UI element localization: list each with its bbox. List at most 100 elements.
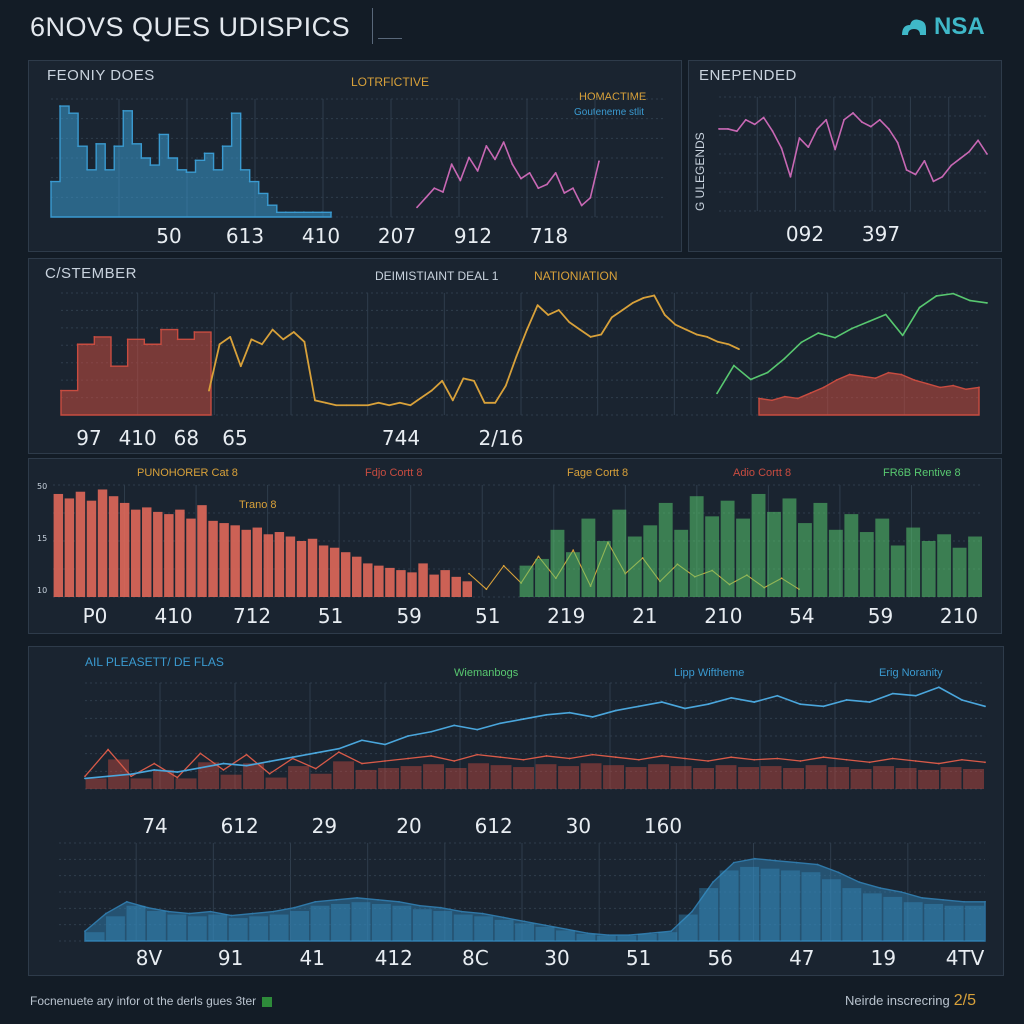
series-erig-spikes-bar — [290, 911, 309, 941]
legend-fdjo: Fdjo Cortt 8 — [365, 467, 423, 479]
series-erig-point — [460, 910, 463, 913]
x-tick: 160 — [644, 814, 682, 838]
x-tick: 41 — [299, 946, 324, 970]
series-cstember-right-area-point — [848, 373, 851, 376]
series-wiemanbogs-point — [914, 760, 917, 762]
series-cstember-amber-point — [727, 343, 730, 346]
series-cstember-amber-point — [716, 340, 719, 343]
series-enepended-point — [780, 147, 783, 150]
series-wiemanbogs-point — [591, 753, 594, 756]
series-erig-point — [607, 934, 610, 937]
series-wiemanbogs-area-bar — [220, 774, 242, 789]
series-fr6b-bar — [720, 500, 735, 597]
series-gouteneme-point — [502, 141, 505, 144]
series-erig-point — [565, 928, 568, 931]
series-fr6b-bar — [844, 514, 859, 597]
series-cstember-amber-point — [398, 401, 401, 404]
brand-logo[interactable]: NSA — [898, 12, 985, 42]
series-fr6b-bar — [751, 493, 766, 597]
x-tick: 210 — [940, 604, 978, 628]
series-erig-spikes-bar — [678, 914, 698, 941]
page-indicator: 2/5 — [953, 992, 977, 1009]
series-wiemanbogs-area-bar — [153, 769, 174, 789]
series-wiemanbogs-area-bar — [918, 769, 939, 789]
series-erig-point — [502, 916, 505, 919]
brand-name: NSA — [934, 13, 985, 40]
series-fr6b-bar — [550, 529, 565, 597]
series-erig-spikes-bar — [208, 914, 228, 941]
series-erig-point — [398, 900, 400, 903]
series-erig-point — [921, 896, 924, 899]
legend-punohorer: PUNOHORER Cat 8 — [137, 467, 238, 479]
series-punohorer-bar — [175, 509, 185, 597]
series-lipp-point — [937, 686, 940, 689]
series-enepended-point — [905, 169, 908, 171]
series-enepended-point — [762, 116, 765, 119]
series-enepended-point — [968, 150, 971, 153]
panel-cstember: C/STEMBER DEIMISTIAINT DEAL 1 NATIONIATI… — [28, 258, 1002, 454]
series-gouteneme-point — [572, 187, 574, 190]
series-erig-point — [251, 912, 254, 915]
series-enepended-point — [861, 121, 863, 123]
series-fdjo-point — [468, 572, 470, 575]
series-cstember-green-point — [716, 392, 718, 395]
series-erig-point — [628, 934, 631, 937]
series-punohorer-bar — [418, 563, 428, 597]
series-gouteneme-point — [485, 145, 488, 147]
series-wiemanbogs-point — [476, 753, 479, 756]
series-erig-point — [712, 881, 714, 884]
series-wiemanbogs-point — [268, 772, 271, 775]
series-erig-point — [732, 861, 735, 864]
series-wiemanbogs-area-bar — [175, 778, 197, 789]
series-homactime-point — [131, 142, 134, 145]
series-wiemanbogs-point — [845, 758, 848, 761]
series-wiemanbogs-area-bar — [445, 768, 467, 789]
series-lipp-point — [522, 718, 525, 720]
series-cstember-amber-point — [356, 404, 359, 407]
series-enepended-point — [843, 118, 845, 121]
series-lipp-point — [637, 705, 640, 708]
series-wiemanbogs-point — [568, 757, 571, 760]
series-wiemanbogs-point — [822, 756, 825, 759]
series-punohorer-bar — [75, 491, 86, 597]
series-gouteneme-point — [546, 183, 548, 186]
x-tick: 21 — [632, 604, 657, 628]
cloud-icon — [902, 19, 926, 35]
series-gouteneme-point — [433, 187, 436, 190]
series-cstember-green-point — [935, 295, 938, 297]
series-punohorer-bar — [318, 545, 329, 597]
x-tick: 912 — [454, 224, 492, 248]
series-fr6b-bar — [813, 502, 828, 597]
series-cstember-amber-point — [504, 384, 507, 387]
series-lipp-point — [661, 701, 663, 703]
series-cstember-amber-point — [250, 338, 253, 341]
series-cstember-right-area-point — [952, 384, 955, 387]
series-cstember-red-point — [93, 336, 96, 338]
series-wiemanbogs-point — [337, 751, 340, 754]
series-cstember-green-point — [952, 292, 955, 295]
footer-status: Neirde inscrecring 2/5 — [845, 992, 976, 1010]
series-cstember-red-point — [110, 365, 112, 368]
series-erig-spikes-bar — [576, 933, 596, 941]
series-punohorer-bar — [429, 574, 439, 597]
series-homactime-point — [321, 211, 323, 214]
series-cstember-green-point — [901, 334, 904, 337]
series-homactime-point — [257, 192, 260, 195]
series-fr6b-bar — [782, 498, 797, 597]
series-erig-point — [816, 863, 819, 866]
series-erig-spikes-bar — [371, 903, 391, 941]
series-erig-point — [167, 910, 170, 913]
series-erig-spikes-bar — [842, 888, 862, 941]
series-wiemanbogs-area-bar — [693, 768, 714, 789]
series-cstember-amber-point — [695, 333, 698, 336]
x-tick: 65 — [222, 426, 247, 450]
series-cstember-amber-point — [292, 331, 295, 333]
series-cstember-amber-point — [377, 401, 380, 404]
series-enepended-point — [941, 175, 944, 178]
series-fr6b-bar — [875, 518, 890, 597]
x-tick: 2/16 — [479, 426, 524, 450]
x-tick: 54 — [789, 604, 814, 628]
series-lipp-point — [361, 739, 363, 742]
series-fr6b-bar — [906, 527, 921, 597]
series-punohorer-bar — [153, 511, 163, 597]
